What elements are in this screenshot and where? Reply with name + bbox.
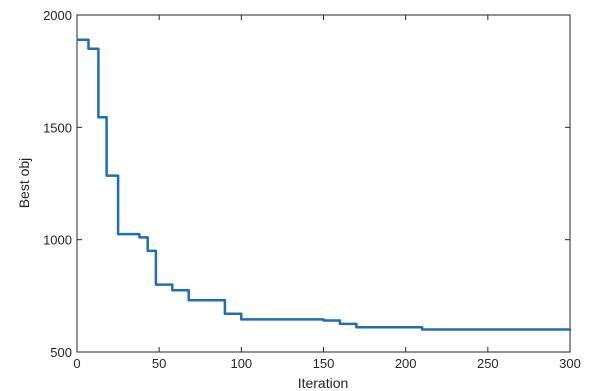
plot-area xyxy=(76,14,571,353)
y-tick-label: 500 xyxy=(50,345,72,360)
x-axis-title: Iteration xyxy=(298,375,349,391)
x-tick-label: 100 xyxy=(230,356,252,371)
x-tick-label: 300 xyxy=(559,356,581,371)
y-tick-label: 1500 xyxy=(43,120,72,135)
y-tick-label: 1000 xyxy=(43,233,72,248)
best-objective-line xyxy=(77,38,572,331)
axis-ticks xyxy=(76,14,571,353)
x-tick-label: 0 xyxy=(73,356,80,371)
y-tick-label: 2000 xyxy=(43,8,72,23)
x-tick-label: 200 xyxy=(395,356,417,371)
tick-labels: 0 50 100 150 200 250 300 500 1000 1500 2000 xyxy=(43,8,581,371)
x-tick-label: 50 xyxy=(152,356,166,371)
x-tick-label: 250 xyxy=(477,356,499,371)
x-tick-label: 150 xyxy=(313,356,335,371)
y-axis-title: Best obj xyxy=(16,158,32,209)
